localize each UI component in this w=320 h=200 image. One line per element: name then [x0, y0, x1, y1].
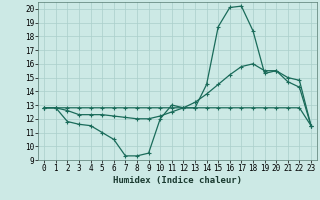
X-axis label: Humidex (Indice chaleur): Humidex (Indice chaleur)	[113, 176, 242, 185]
